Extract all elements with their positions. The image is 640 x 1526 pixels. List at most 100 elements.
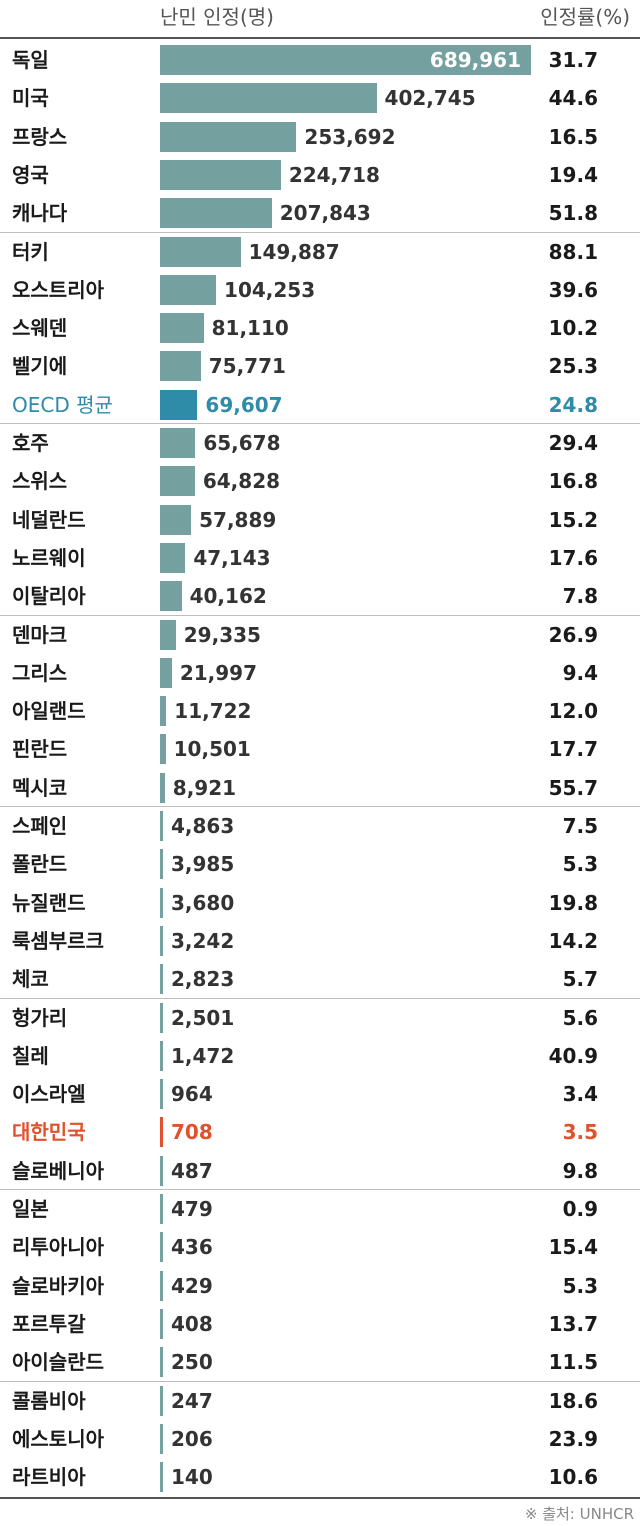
count-value: 11,722: [174, 699, 252, 724]
count-bar: [160, 696, 167, 727]
chart-row: 포르투갈 408 13.7: [0, 1305, 640, 1343]
count-value: 4,863: [171, 814, 235, 838]
chart-row: 리투아니아 436 15.4: [0, 1228, 640, 1266]
count-value: 689,961: [429, 48, 521, 72]
group-separator: [0, 423, 640, 424]
rate-value: 29.4: [548, 431, 598, 455]
chart-row: 벨기에 75,771 25.3: [0, 347, 640, 385]
header-count-label: 난민 인정(명): [160, 5, 274, 29]
rate-value: 44.6: [548, 86, 598, 111]
chart-row: 룩셈부르크 3,242 14.2: [0, 922, 640, 960]
count-bar: [160, 313, 204, 344]
chart-row: 노르웨이 47,143 17.6: [0, 539, 640, 577]
chart-row: 이탈리아 40,162 7.8: [0, 577, 640, 615]
rate-value: 15.2: [548, 507, 598, 532]
country-label: 스페인: [12, 814, 68, 838]
rate-value: 3.4: [562, 1082, 598, 1107]
count-value: 75,771: [208, 354, 286, 379]
count-value: 64,828: [202, 469, 281, 494]
rate-value: 17.6: [548, 545, 598, 570]
chart-row: 뉴질랜드 3,680 19.8: [0, 884, 640, 922]
rate-value: 5.6: [562, 1005, 598, 1030]
chart-row: 일본 479 0.9: [0, 1190, 640, 1228]
rate-value: 10.6: [548, 1465, 598, 1490]
rate-value: 0.9: [562, 1197, 598, 1221]
chart-row: 라트비아 140 10.6: [0, 1458, 640, 1496]
rate-value: 51.8: [548, 201, 598, 226]
chart-row: 스웨덴 81,110 10.2: [0, 309, 640, 347]
chart-row: 아이슬란드 250 11.5: [0, 1343, 640, 1381]
rate-value: 10.2: [548, 316, 598, 341]
chart-row: 스페인 4,863 7.5: [0, 807, 640, 845]
country-label: 미국: [12, 86, 49, 111]
rate-value: 14.2: [548, 928, 598, 953]
rate-value: 19.8: [548, 890, 598, 915]
group-separator: [0, 997, 640, 999]
count-value: 247: [171, 1388, 213, 1413]
country-label: 네덜란드: [12, 507, 86, 532]
rate-value: 40.9: [548, 1043, 598, 1068]
count-bar: [160, 428, 196, 458]
count-bar: [160, 1462, 163, 1493]
count-bar: [160, 925, 163, 956]
count-value: 57,889: [199, 507, 277, 532]
count-bar: [160, 657, 172, 688]
chart-row: OECD 평균 69,607 24.8: [0, 386, 640, 424]
count-value: 429: [171, 1273, 213, 1298]
country-label: 에스토니아: [12, 1426, 104, 1451]
count-value: 29,335: [183, 622, 261, 647]
rate-value: 25.3: [548, 354, 598, 379]
chart-row: 스위스 64,828 16.8: [0, 462, 640, 500]
count-bar: [160, 159, 281, 190]
count-bar: [160, 389, 198, 420]
country-label: 체코: [12, 967, 49, 992]
rate-value: 9.8: [562, 1158, 598, 1183]
group-separator: [0, 1189, 640, 1190]
count-bar: [160, 198, 272, 229]
count-bar: [160, 1002, 163, 1033]
chart-row: 멕시코 8,921 55.7: [0, 769, 640, 807]
count-bar: [160, 466, 195, 497]
country-label: 터키: [12, 239, 49, 264]
country-label: 프랑스: [12, 124, 68, 149]
chart-row: 프랑스 253,692 16.5: [0, 118, 640, 156]
country-label: 호주: [12, 431, 49, 455]
count-bar: [160, 619, 176, 650]
count-value: 3,242: [171, 928, 235, 953]
country-label: 슬로바키아: [12, 1273, 104, 1298]
group-separator: [0, 614, 640, 616]
count-value: 436: [171, 1235, 213, 1260]
chart-row: 터키 149,887 88.1: [0, 233, 640, 271]
rate-value: 19.4: [548, 162, 598, 187]
count-bar: [160, 1194, 163, 1224]
count-bar: [160, 1117, 163, 1148]
bottom-rule: [0, 1497, 640, 1499]
header-rate-label: 인정률(%): [540, 5, 630, 29]
rate-value: 23.9: [548, 1426, 598, 1451]
count-bar: [160, 811, 163, 841]
rate-value: 88.1: [548, 239, 598, 264]
chart-row: 폴란드 3,985 5.3: [0, 845, 640, 883]
count-bar: [160, 887, 163, 918]
chart-row: 미국 402,745 44.6: [0, 79, 640, 117]
rate-value: 3.5: [562, 1120, 598, 1145]
count-bar: [160, 1423, 163, 1454]
count-bar: [160, 542, 186, 573]
count-value: 10,501: [173, 737, 251, 762]
count-bar: [160, 1308, 163, 1339]
count-bar: [160, 351, 201, 382]
count-value: 408: [171, 1311, 213, 1336]
count-value: 708: [171, 1120, 213, 1145]
country-label: 아이슬란드: [12, 1350, 104, 1375]
rate-value: 9.4: [562, 660, 598, 685]
country-label: 헝가리: [12, 1005, 68, 1030]
count-value: 207,843: [279, 201, 371, 226]
count-bar: [160, 772, 165, 803]
country-label: 노르웨이: [12, 545, 86, 570]
count-bar: [160, 1040, 163, 1071]
country-label: 콜롬비아: [12, 1388, 86, 1413]
chart-row: 헝가리 2,501 5.6: [0, 999, 640, 1037]
rate-value: 16.8: [548, 469, 598, 494]
chart-row: 오스트리아 104,253 39.6: [0, 271, 640, 309]
count-bar: [160, 1270, 163, 1301]
